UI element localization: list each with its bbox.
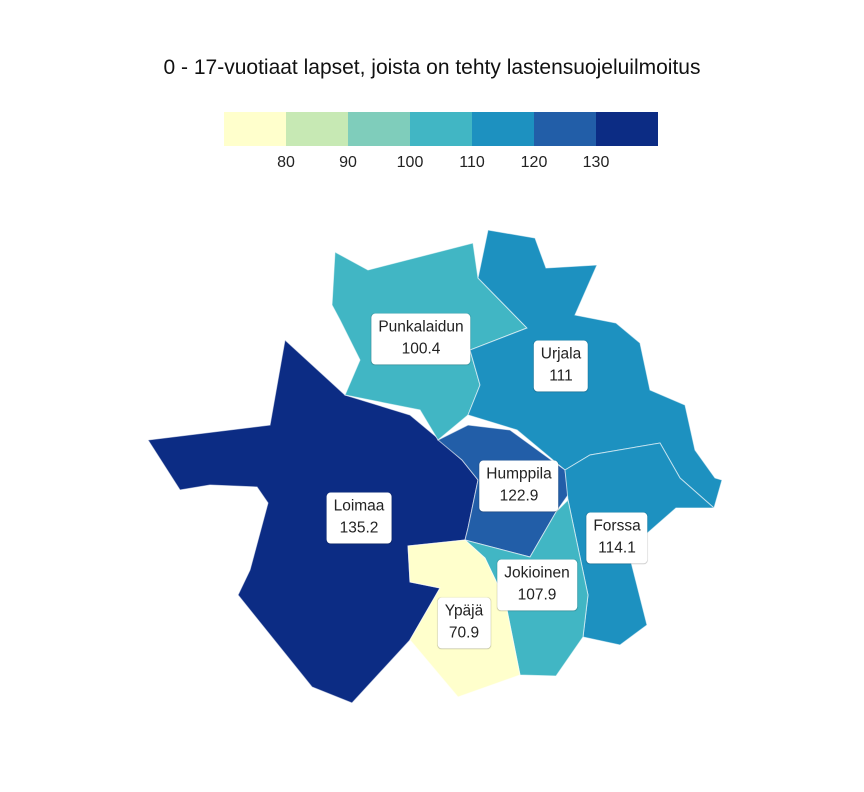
legend-ticks: 80 90 100 110 120 130 (224, 146, 658, 176)
region-name: Urjala (540, 345, 582, 363)
region-name: Loimaa (333, 497, 385, 515)
region-name: Punkalaidun (378, 318, 464, 336)
region-value: 111 (549, 368, 573, 385)
region-name: Humppila (486, 465, 552, 483)
legend-color-bar (224, 112, 658, 146)
legend-tick: 120 (520, 154, 548, 171)
region-name: Jokioinen (504, 564, 570, 582)
region-name: Ypäjä (444, 602, 484, 620)
legend-swatch (596, 112, 658, 146)
legend-tick: 90 (339, 154, 357, 171)
label-urjala: Urjala 111 (533, 340, 589, 392)
legend-swatch (472, 112, 534, 146)
legend-swatch (410, 112, 472, 146)
label-humppila: Humppila 122.9 (479, 460, 559, 512)
region-value: 114.1 (598, 540, 636, 557)
legend-tick: 80 (277, 154, 295, 171)
legend-swatch (534, 112, 596, 146)
label-jokioinen: Jokioinen 107.9 (497, 559, 577, 611)
label-ypaja: Ypäjä 70.9 (437, 597, 491, 649)
region-value: 122.9 (499, 488, 539, 505)
label-forssa: Forssa 114.1 (586, 512, 648, 564)
map-title: 0 - 17-vuotiaat lapset, joista on tehty … (163, 56, 701, 79)
region-value: 100.4 (401, 341, 441, 358)
label-loimaa: Loimaa 135.2 (326, 492, 392, 544)
legend-tick: 130 (582, 154, 610, 171)
region-value: 135.2 (339, 520, 379, 537)
region-value: 70.9 (448, 625, 480, 642)
region-value: 107.9 (517, 587, 557, 604)
legend-swatch (286, 112, 348, 146)
legend-swatch (224, 112, 286, 146)
legend-tick: 110 (459, 154, 485, 171)
region-name: Forssa (593, 517, 641, 535)
color-legend: 80 90 100 110 120 130 (224, 112, 658, 182)
region-urjala[interactable] (467, 229, 723, 509)
label-punkalaidun: Punkalaidun 100.4 (371, 313, 471, 365)
legend-swatch (348, 112, 410, 146)
legend-tick: 100 (396, 154, 424, 171)
